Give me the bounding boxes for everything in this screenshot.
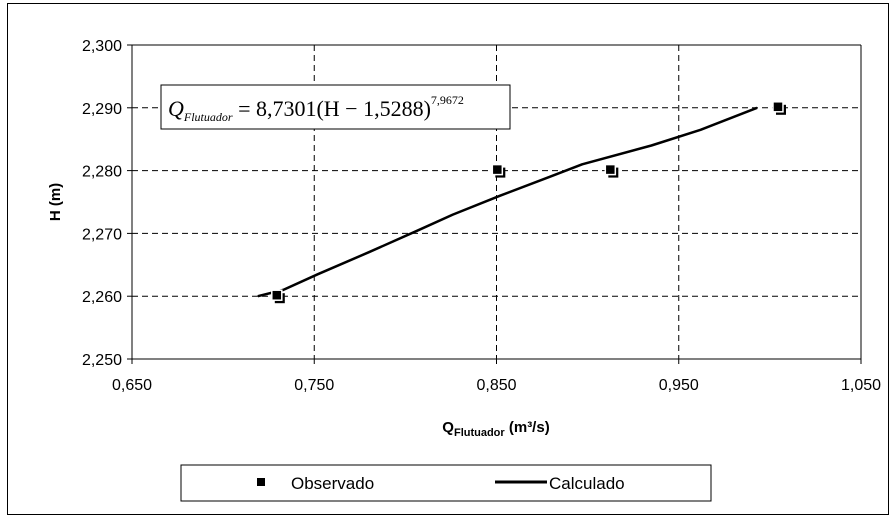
y-tick-label: 2,270 [82, 226, 122, 243]
y-tick-label: 2,300 [82, 38, 122, 55]
x-tick-label: 0,850 [476, 377, 516, 394]
legend-observado-marker [257, 478, 265, 486]
observado-point [772, 101, 786, 115]
observado-point-marker [772, 101, 784, 113]
equation-exponent: 7,9672 [431, 93, 464, 107]
x-tick-label: 1,050 [841, 377, 881, 394]
calculado-line [257, 106, 758, 298]
x-axis-title: QFlutuador (m³/s) [442, 419, 549, 439]
observado-point-marker [604, 163, 617, 176]
x-axis-title-subscript: Flutuador [454, 427, 505, 439]
x-tick-label: 0,650 [112, 377, 152, 394]
observado-point-marker [491, 163, 504, 176]
observado-point [604, 163, 619, 178]
x-tick-label: 0,950 [659, 377, 699, 394]
legend-observado-label: Observado [291, 474, 374, 493]
legend: Observado Calculado [180, 464, 712, 502]
legend-frame [180, 464, 712, 502]
equation-frame [160, 84, 511, 130]
y-tick-label: 2,290 [82, 101, 122, 118]
y-tick-label: 2,280 [82, 164, 122, 181]
equation-lhs: Q [168, 96, 184, 121]
equation-rhs: = 8,7301(H − 1,5288) [233, 96, 431, 121]
observado-point-marker [271, 289, 283, 301]
series [257, 101, 786, 304]
legend-calculado-label: Calculado [549, 474, 625, 493]
observado-point [271, 289, 285, 304]
y-tick-label: 2,260 [82, 289, 122, 306]
equation-box: QFlutuador = 8,7301(H − 1,5288)7,9672 [160, 84, 511, 130]
x-tick-label: 0,750 [294, 377, 334, 394]
x-axis-title-unit: (m³/s) [505, 419, 550, 436]
observado-point [491, 163, 506, 178]
x-axis-title-main: Q [442, 419, 454, 436]
equation-lhs-subscript: Flutuador [183, 110, 233, 124]
y-tick-label: 2,250 [82, 352, 122, 369]
y-axis-title: H (m) [47, 183, 64, 221]
tick-labels: 2,250 2,260 2,270 2,280 2,290 2,300 0,650 0,750… [82, 38, 881, 394]
equation: QFlutuador = 8,7301(H − 1,5288)7,9672 [168, 93, 464, 124]
